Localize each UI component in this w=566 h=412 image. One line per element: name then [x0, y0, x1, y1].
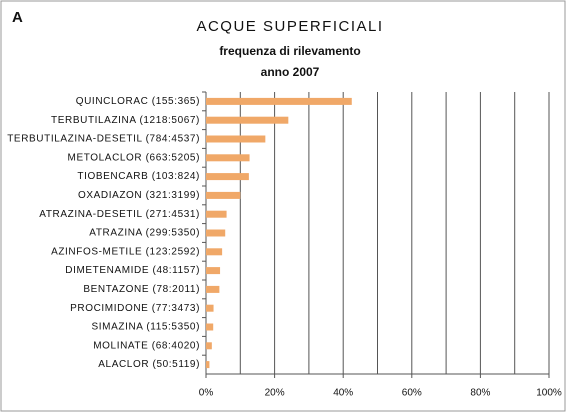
x-tick-label: 80%: [470, 388, 490, 399]
y-tick-label: PROCIMIDONE (77:3473): [70, 303, 200, 314]
y-tick-label: DIMETENAMIDE (48:1157): [65, 265, 200, 276]
y-tick-label: ATRAZINA-DESETIL (271:4531): [39, 209, 200, 220]
y-tick-label: AZINFOS-METILE (123:2592): [51, 246, 200, 257]
bar: [206, 173, 249, 181]
y-tick-label: ATRAZINA (299:5350): [89, 228, 200, 239]
bar: [206, 323, 214, 331]
bar: [206, 285, 220, 293]
bar: [206, 248, 223, 256]
y-tick-label: TIOBENCARB (103:824): [77, 171, 200, 182]
y-tick-label: OXADIAZON (321:3199): [78, 190, 200, 201]
y-tick-label: BENTAZONE (78:2011): [83, 284, 200, 295]
bar: [206, 191, 241, 199]
y-tick-label: METOLACLOR (663:5205): [68, 152, 200, 163]
y-tick-label: ALACLOR (50:5119): [98, 359, 200, 370]
x-tick-label: 0%: [199, 388, 214, 399]
x-tick-label: 100%: [536, 388, 562, 399]
chart-subtitle: anno 2007: [261, 65, 320, 79]
y-tick-label: MOLINATE (68:4020): [93, 340, 200, 351]
bar: [206, 116, 289, 124]
bar: [206, 267, 221, 275]
y-tick-label: TERBUTILAZINA (1218:5067): [51, 115, 200, 126]
bar: [206, 97, 352, 105]
bar: [206, 154, 250, 162]
chart-title: ACQUE SUPERFICIALI: [196, 18, 383, 35]
x-tick-label: 60%: [402, 388, 422, 399]
y-tick-label: TERBUTILAZINA-DESETIL (784:4537): [7, 134, 200, 145]
panel-label: A: [12, 9, 23, 26]
x-tick-label: 20%: [265, 388, 285, 399]
bar: [206, 361, 210, 369]
y-tick-label: SIMAZINA (115:5350): [92, 322, 200, 333]
chart-subtitle: frequenza di rilevamento: [219, 44, 360, 58]
bar: [206, 304, 214, 312]
x-tick-label: 40%: [333, 388, 353, 399]
y-tick-label: QUINCLORAC (155:365): [76, 96, 200, 107]
bar: [206, 135, 266, 143]
bar: [206, 229, 226, 237]
bar: [206, 342, 212, 350]
bar: [206, 210, 227, 218]
